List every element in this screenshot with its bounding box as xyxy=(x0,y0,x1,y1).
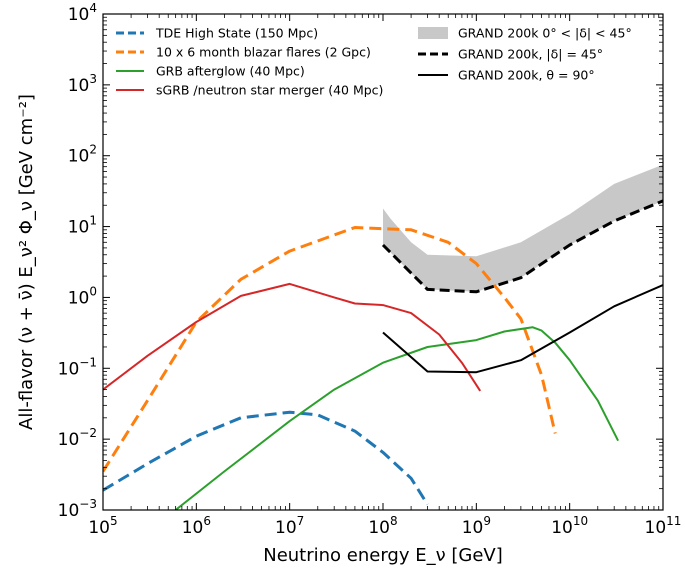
x-tick-label: 1011 xyxy=(645,514,682,538)
y-tick-label: 10−1 xyxy=(58,355,97,379)
y-tick-label: 103 xyxy=(68,72,97,96)
band-layer xyxy=(383,164,663,292)
legend-label: GRB afterglow (40 Mpc) xyxy=(156,64,305,79)
legend-label: GRAND 200k, |δ| = 45° xyxy=(458,47,603,62)
x-tick-label: 109 xyxy=(462,514,491,538)
series-line-1 xyxy=(103,226,557,473)
x-tick-label: 108 xyxy=(368,514,397,538)
y-tick-label: 10−2 xyxy=(58,426,97,450)
x-tick-label: 107 xyxy=(275,514,304,538)
y-axis-title: All-flavor (ν + ν̄) E_ν² Φ_ν [GeV cm⁻²] xyxy=(16,94,37,430)
legend-layer: TDE High State (150 Mpc) 10 x 6 month bla… xyxy=(116,26,632,98)
label-layer: 105 106 107 108 109 1010 1011 10−3 10−2 10−1 100 10… xyxy=(58,1,682,538)
x-axis-title: Neutrino energy E_ν [GeV] xyxy=(263,545,503,566)
series-line-5 xyxy=(382,284,663,374)
tick-layer xyxy=(102,13,664,511)
series-layer xyxy=(103,199,663,510)
legend-label: 10 x 6 month blazar flares (2 Gpc) xyxy=(156,45,371,60)
x-tick-label: 105 xyxy=(88,514,117,538)
series-line-3 xyxy=(103,282,482,392)
series-line-2 xyxy=(174,326,619,510)
y-tick-label: 101 xyxy=(68,214,97,238)
y-tick-label: 102 xyxy=(68,143,97,167)
y-tick-label: 10−3 xyxy=(58,497,97,521)
x-tick-label: 106 xyxy=(182,514,211,538)
band-grand-200k-0-45 xyxy=(383,164,663,292)
y-tick-label: 100 xyxy=(68,284,97,308)
series-line-0 xyxy=(103,410,429,506)
y-tick-label: 104 xyxy=(68,1,97,25)
legend-label: TDE High State (150 Mpc) xyxy=(155,26,318,41)
legend-swatch-band xyxy=(418,27,448,39)
legend-label: GRAND 200k, θ = 90° xyxy=(458,68,595,83)
legend-label: sGRB /neutron star merger (40 Mpc) xyxy=(156,83,383,98)
series-line-4 xyxy=(381,199,663,294)
legend-label: GRAND 200k 0° < |δ| < 45° xyxy=(458,26,632,41)
x-tick-label: 1010 xyxy=(551,514,588,538)
